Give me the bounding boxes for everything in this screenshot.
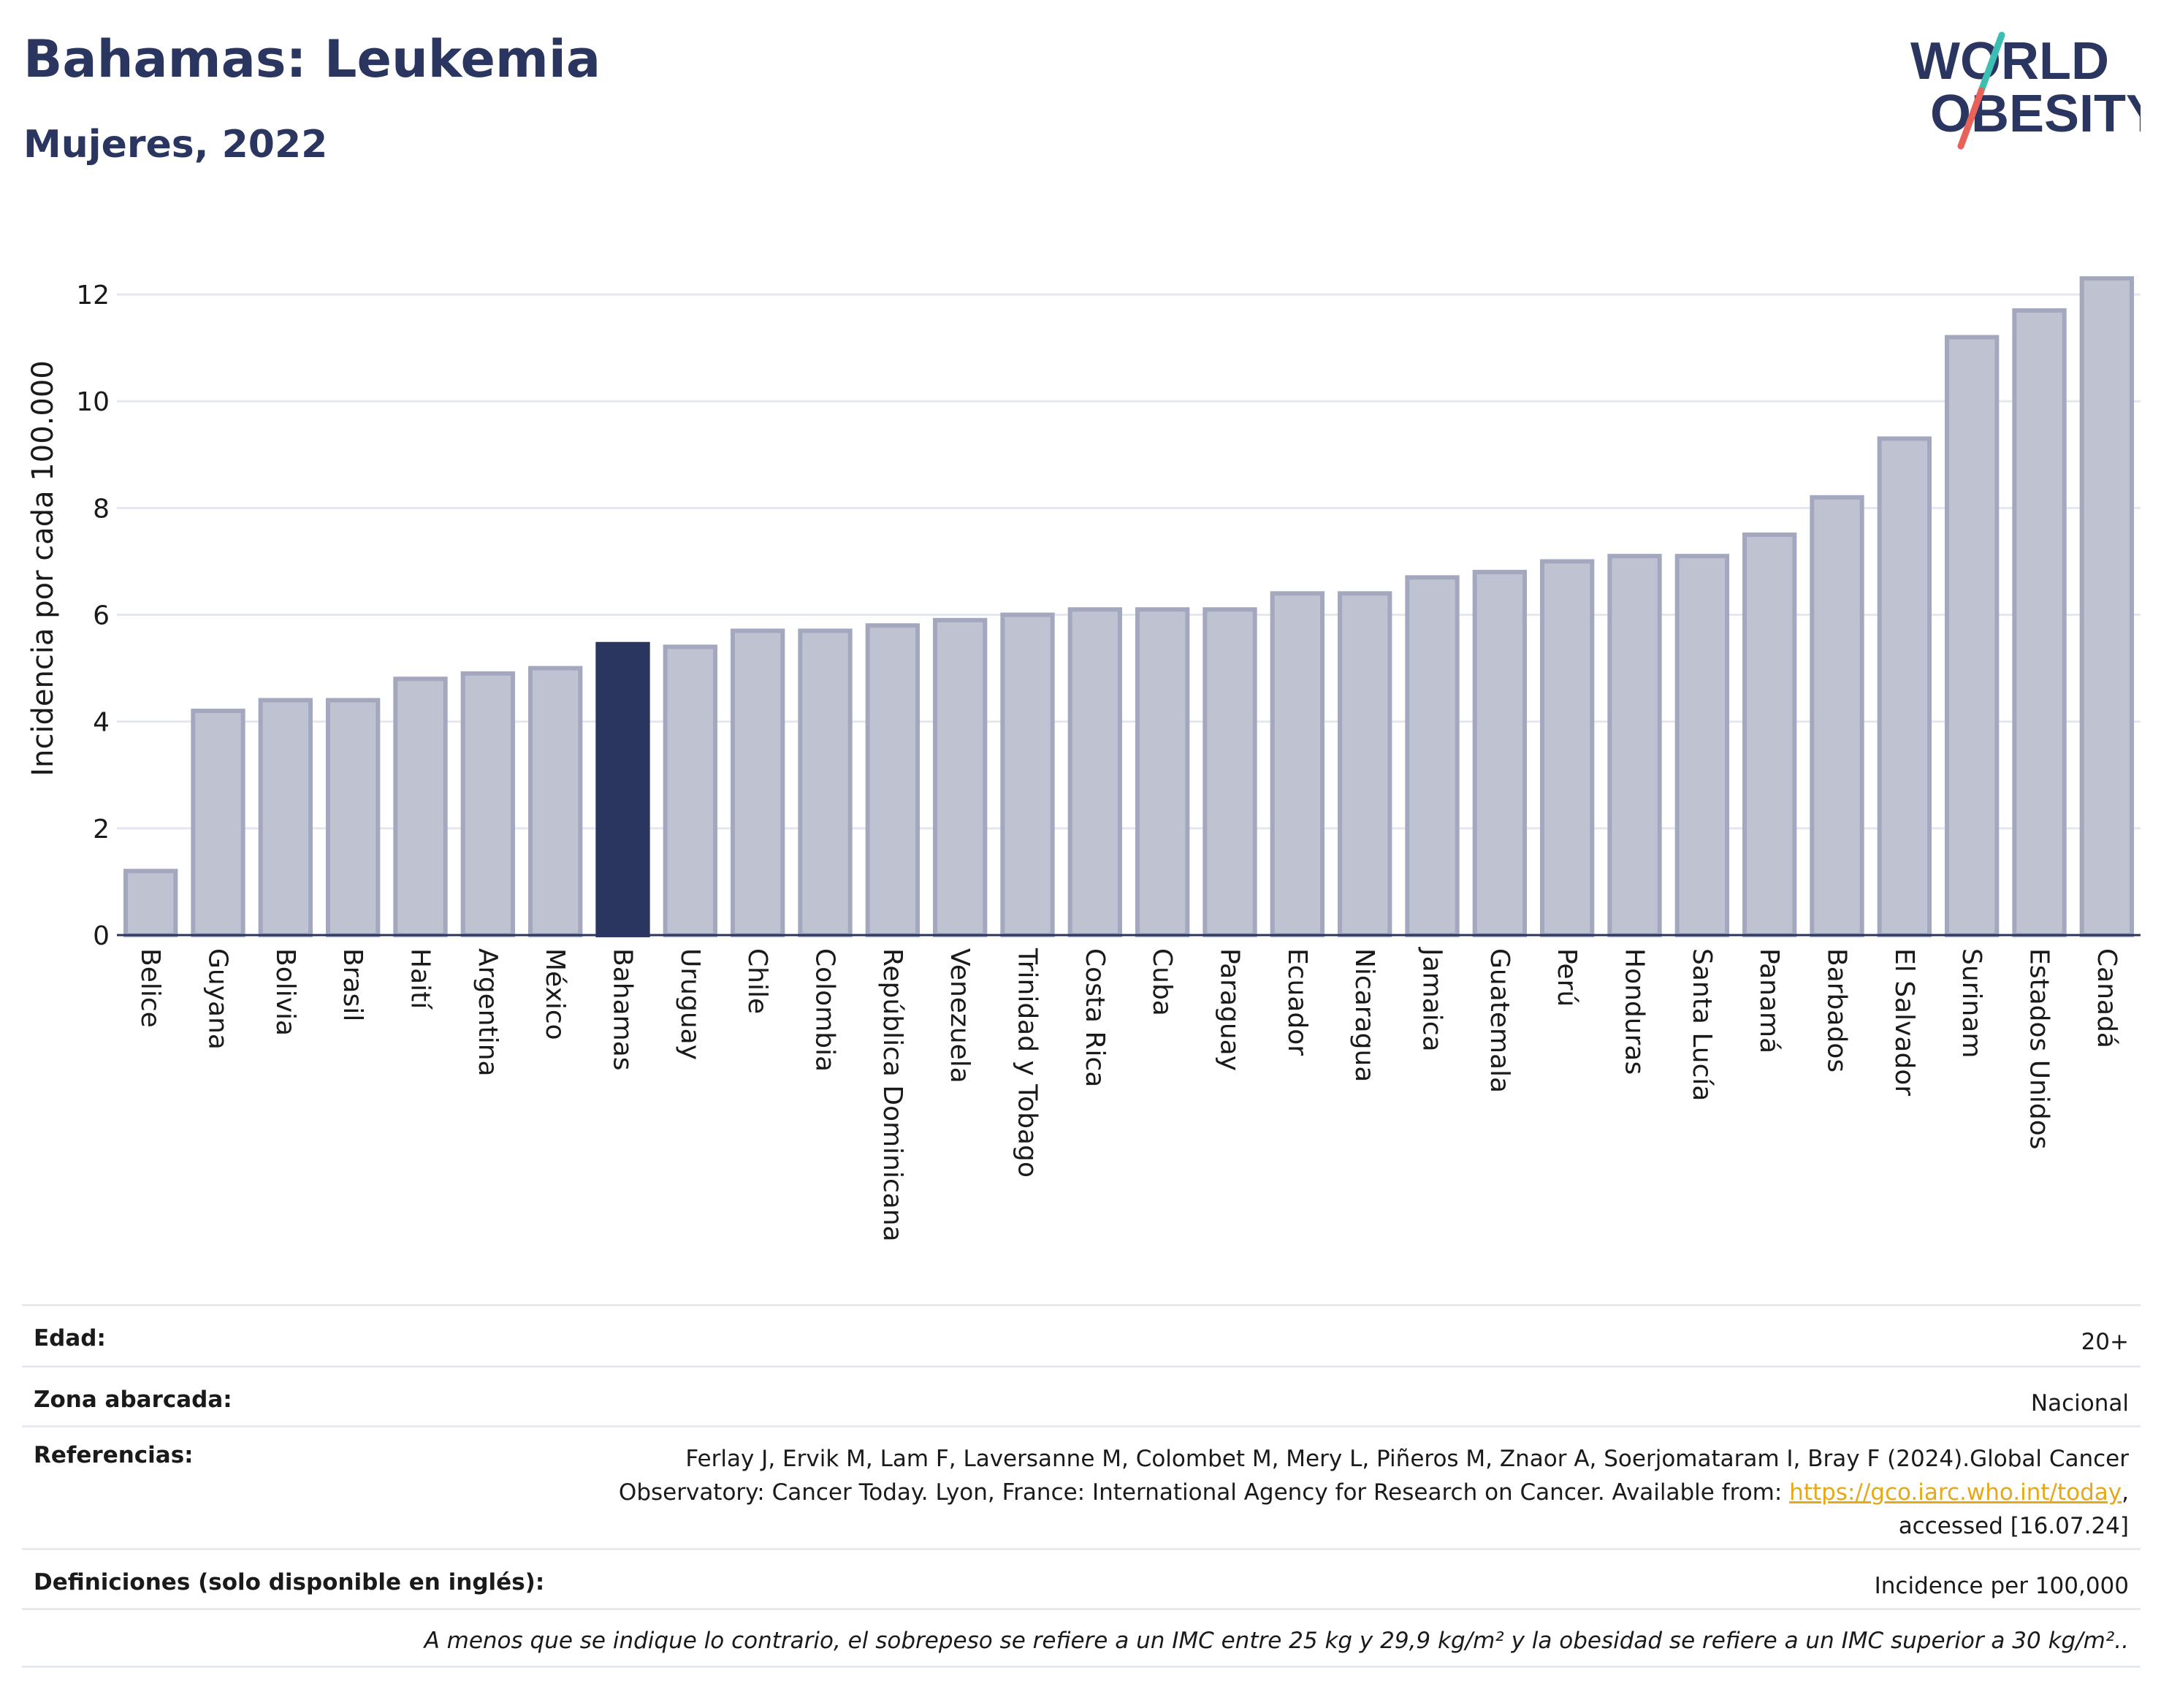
bar-honduras — [1607, 554, 1662, 937]
y-tick-label: 2 — [93, 815, 110, 845]
bars — [123, 276, 2134, 938]
y-tick-label: 10 — [76, 387, 110, 417]
definitions-value: Incidence per 100,000 — [1874, 1573, 2129, 1599]
x-tick-label: Belice — [135, 948, 165, 1028]
bar-estados-unidos — [2012, 308, 2067, 937]
bar-belice — [123, 869, 178, 937]
y-tick-label: 12 — [76, 281, 110, 310]
area-value: Nacional — [2030, 1390, 2129, 1417]
x-tick-label: Colombia — [810, 948, 840, 1072]
x-tick-label: Venezuela — [945, 948, 975, 1083]
bar-trinidad-y-tobago — [1000, 612, 1055, 937]
reference-line-1: Ferlay J, Ervik M, Lam F, Laversanne M, … — [685, 1446, 2129, 1472]
x-tick-label: Argentina — [473, 948, 503, 1077]
bar-el-salvador — [1877, 436, 1932, 937]
area-label: Zona abarcada: — [34, 1387, 232, 1413]
bar-santa-lucía — [1674, 554, 1729, 937]
bar-barbados — [1810, 495, 1864, 937]
meta-row-definitions: Definiciones (solo disponible en inglés)… — [22, 1548, 2141, 1608]
bar-perú — [1540, 559, 1595, 937]
footnote: A menos que se indique lo contrario, el … — [22, 1608, 2141, 1668]
bar-uruguay — [663, 644, 717, 938]
x-tick-label: Barbados — [1822, 948, 1852, 1072]
chart-title: Bahamas: Leukemia — [23, 29, 601, 89]
reference-line-2-end: , — [2122, 1479, 2129, 1506]
reference-link[interactable]: https://gco.iarc.who.int/today — [1789, 1479, 2122, 1506]
logo-slash-teal — [1978, 31, 2005, 94]
x-tick-label: Trinidad y Tobago — [1013, 948, 1043, 1178]
reference-line-3: accessed [16.07.24] — [1898, 1513, 2129, 1539]
meta-row-references: Referencias: Ferlay J, Ervik M, Lam F, L… — [22, 1425, 2141, 1548]
bar-brasil — [326, 698, 381, 937]
bar-chile — [731, 628, 785, 937]
bar-canadá — [2079, 276, 2134, 937]
world-obesity-logo: WORLD OBESITY — [1910, 31, 2141, 150]
x-tick-label: Surinam — [1956, 948, 1986, 1058]
x-tick-label: Brasil — [338, 948, 367, 1021]
metadata-table: Edad: 20+ Zona abarcada: Nacional Refere… — [22, 1304, 2141, 1668]
x-tick-label: Paraguay — [1215, 948, 1245, 1071]
x-tick-label: Ecuador — [1282, 948, 1312, 1056]
x-tick-label: Panamá — [1754, 948, 1784, 1053]
chart-subtitle: Mujeres, 2022 — [23, 123, 328, 167]
y-tick-label: 8 — [93, 494, 110, 524]
definitions-label: Definiciones (solo disponible en inglés)… — [34, 1569, 545, 1595]
bar-guatemala — [1472, 570, 1527, 937]
bar-panamá — [1742, 532, 1797, 937]
references-label: Referencias: — [34, 1442, 194, 1468]
meta-row-area: Zona abarcada: Nacional — [22, 1365, 2141, 1425]
bar-ecuador — [1270, 591, 1325, 937]
bar-méxico — [528, 666, 583, 937]
x-tick-label: Canadá — [2092, 948, 2122, 1048]
x-tick-labels: Belice Guyana Bolivia Brasil Haití Argentina M… — [135, 947, 2122, 1242]
x-tick-label: Costa Rica — [1080, 948, 1110, 1087]
x-tick-label: Bolivia — [270, 948, 300, 1036]
bar-paraguay — [1203, 607, 1257, 937]
grid-lines — [117, 293, 2141, 830]
age-value: 20+ — [2081, 1329, 2129, 1355]
x-tick-label: Haití — [405, 948, 435, 1010]
bar-venezuela — [933, 617, 988, 937]
bar-argentina — [460, 671, 515, 938]
bar-bolivia — [258, 698, 313, 937]
bar-guyana — [191, 709, 245, 937]
bar-jamaica — [1405, 575, 1460, 938]
bar-nicaragua — [1338, 591, 1392, 937]
x-tick-label: Bahamas — [608, 948, 638, 1071]
x-tick-label: Nicaragua — [1349, 948, 1379, 1082]
logo-text-world: WORLD — [1910, 32, 2109, 91]
y-tick-label: 6 — [93, 601, 110, 631]
references-value: Ferlay J, Ervik M, Lam F, Laversanne M, … — [619, 1442, 2129, 1543]
bar-bahamas — [595, 641, 650, 937]
logo-slash-red — [1957, 87, 1985, 150]
x-tick-label: Honduras — [1620, 948, 1650, 1075]
bar-cuba — [1135, 607, 1190, 937]
age-label: Edad: — [34, 1325, 106, 1351]
y-tick-label: 4 — [93, 708, 110, 738]
x-tick-label: Estados Unidos — [2024, 948, 2054, 1150]
bar-haití — [393, 676, 448, 937]
bar-república-dominicana — [865, 623, 920, 938]
x-tick-label: Guyana — [203, 948, 233, 1050]
bar-chart: 0 2 4 6 8 10 12 Belice Guyana Bolivia Brasil Haití… — [26, 276, 2141, 1242]
reference-line-2: Observatory: Cancer Today. Lyon, France:… — [618, 1479, 1790, 1506]
bar-costa-rica — [1067, 607, 1122, 937]
x-tick-label: México — [540, 948, 570, 1040]
y-tick-labels: 0 2 4 6 8 10 12 — [76, 281, 110, 951]
x-tick-label: Uruguay — [675, 948, 705, 1060]
x-tick-label: Chile — [742, 948, 772, 1014]
x-tick-label: El Salvador — [1889, 948, 1919, 1096]
x-tick-label: Santa Lucía — [1687, 948, 1717, 1101]
x-tick-label: Jamaica — [1417, 947, 1447, 1052]
x-tick-label: Guatemala — [1485, 948, 1514, 1093]
y-axis-label: Incidencia por cada 100.000 — [26, 360, 60, 777]
bar-surinam — [1945, 335, 2000, 938]
bar-colombia — [798, 628, 853, 937]
meta-row-age: Edad: 20+ — [22, 1304, 2141, 1365]
x-tick-label: República Dominicana — [877, 948, 907, 1242]
y-tick-label: 0 — [93, 921, 110, 951]
x-tick-label: Perú — [1552, 948, 1582, 1007]
x-tick-label: Cuba — [1147, 948, 1177, 1016]
